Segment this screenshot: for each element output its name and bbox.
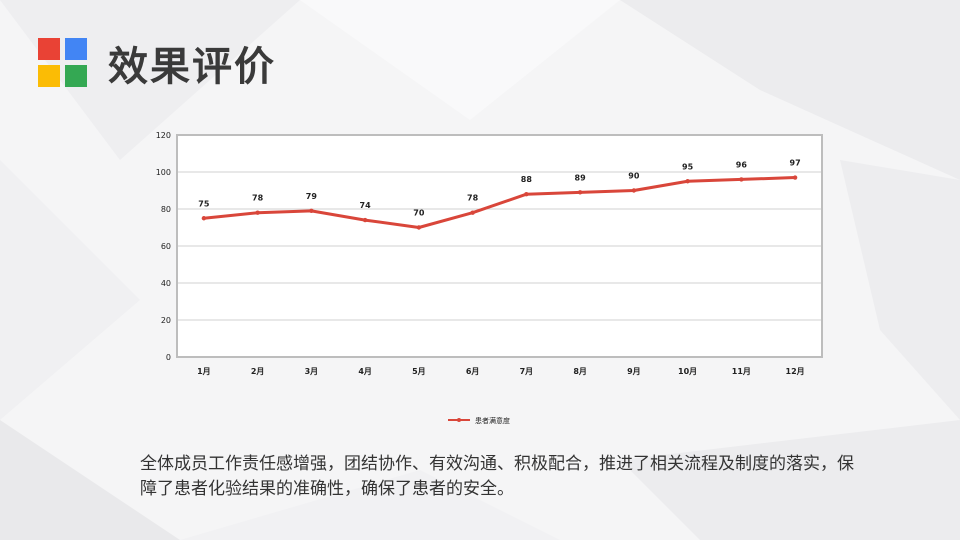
y-tick-label: 40 [161, 279, 171, 288]
y-tick-label: 0 [166, 353, 171, 362]
logo-square-yellow [38, 65, 60, 87]
data-label: 75 [198, 199, 210, 208]
series-line [202, 176, 797, 229]
y-tick-label: 20 [161, 316, 171, 325]
logo-square-green [65, 65, 87, 87]
x-tick-label: 6月 [466, 367, 480, 376]
data-point [631, 188, 637, 193]
data-label: 95 [682, 162, 694, 171]
data-label: 78 [467, 194, 479, 203]
data-point [524, 192, 529, 197]
data-point [470, 210, 475, 215]
data-label: 89 [575, 173, 587, 182]
data-label: 96 [736, 160, 748, 169]
logo-square-blue [65, 38, 87, 60]
x-tick-label: 1月 [197, 367, 211, 376]
x-tick-label: 12月 [786, 367, 805, 376]
data-label: 90 [628, 172, 640, 181]
x-tick-label: 2月 [251, 367, 265, 376]
y-tick-label: 60 [161, 242, 171, 251]
data-point [255, 210, 260, 215]
data-label: 70 [413, 209, 425, 218]
x-tick-label: 10月 [678, 367, 697, 376]
data-label: 78 [252, 194, 264, 203]
x-tick-label: 9月 [627, 367, 641, 376]
line-chart: 0 20 40 60 80 100 120 1月 2月 3月 4月 5月 6月 7月 8月 9月 10月 11月 1… [156, 131, 823, 425]
x-tick-label: 5月 [412, 367, 426, 376]
data-point [416, 225, 422, 230]
legend-swatch-marker [457, 418, 461, 422]
data-label: 74 [360, 201, 372, 210]
x-tick-label: 8月 [573, 367, 587, 376]
data-label: 97 [790, 159, 801, 168]
y-tick-label: 80 [161, 205, 171, 214]
data-point [739, 177, 744, 182]
x-tick-label: 3月 [305, 367, 319, 376]
data-point [309, 208, 314, 214]
x-tick-label: 4月 [358, 367, 372, 376]
slide-caption: 全体成员工作责任感增强，团结协作、有效沟通、积极配合，推进了相关流程及制度的落实… [140, 454, 854, 499]
data-point [201, 216, 207, 221]
x-tick-label: 11月 [732, 367, 751, 376]
y-tick-label: 100 [156, 168, 171, 177]
data-point [792, 175, 798, 180]
x-tick-label: 7月 [520, 367, 534, 376]
data-point [577, 190, 583, 195]
data-label: 79 [306, 192, 318, 201]
slide-title: 效果评价 [108, 44, 276, 90]
logo [38, 38, 88, 88]
data-point [362, 217, 368, 223]
data-point [685, 179, 690, 184]
legend-label: 患者满意度 [475, 416, 510, 425]
plot-border [176, 134, 823, 358]
logo-square-red [38, 38, 60, 60]
data-label: 88 [521, 175, 533, 184]
y-tick-label: 120 [156, 131, 171, 140]
